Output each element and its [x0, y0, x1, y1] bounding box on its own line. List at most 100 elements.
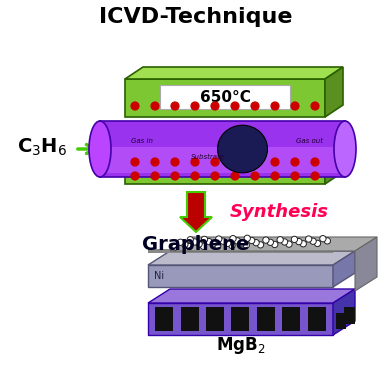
- Circle shape: [296, 238, 302, 245]
- Text: Gas in: Gas in: [131, 138, 153, 144]
- Circle shape: [320, 236, 326, 242]
- Polygon shape: [325, 142, 343, 184]
- Bar: [345, 307, 355, 324]
- Circle shape: [151, 172, 159, 180]
- Bar: [206, 307, 224, 331]
- Text: ICVD-Technique: ICVD-Technique: [99, 7, 293, 27]
- Circle shape: [211, 158, 219, 166]
- Circle shape: [310, 238, 316, 244]
- Circle shape: [211, 102, 219, 110]
- Circle shape: [244, 235, 250, 241]
- Circle shape: [291, 236, 298, 243]
- Text: Gas out: Gas out: [296, 138, 323, 144]
- Circle shape: [249, 237, 255, 244]
- Bar: [160, 85, 290, 109]
- Circle shape: [181, 241, 188, 248]
- Bar: [148, 249, 333, 253]
- Bar: [125, 79, 325, 117]
- Circle shape: [267, 239, 274, 245]
- Bar: [257, 307, 275, 331]
- FancyArrow shape: [180, 192, 212, 232]
- Circle shape: [253, 240, 259, 246]
- Circle shape: [192, 239, 198, 245]
- Circle shape: [258, 242, 264, 248]
- Circle shape: [225, 240, 231, 247]
- Circle shape: [172, 244, 178, 250]
- Circle shape: [300, 241, 307, 247]
- Ellipse shape: [89, 121, 111, 177]
- Text: 650°C: 650°C: [200, 91, 250, 106]
- Circle shape: [272, 241, 278, 248]
- Bar: [100, 147, 345, 173]
- Circle shape: [263, 237, 269, 243]
- Circle shape: [324, 238, 330, 244]
- Circle shape: [211, 172, 219, 180]
- Polygon shape: [148, 289, 355, 303]
- Circle shape: [231, 158, 239, 166]
- Polygon shape: [333, 251, 355, 287]
- Circle shape: [311, 158, 319, 166]
- Circle shape: [305, 236, 312, 242]
- Circle shape: [281, 239, 288, 245]
- Circle shape: [231, 102, 239, 110]
- Circle shape: [171, 158, 179, 166]
- Circle shape: [201, 236, 208, 243]
- Polygon shape: [355, 237, 377, 291]
- Circle shape: [251, 172, 259, 180]
- Circle shape: [177, 239, 183, 245]
- Circle shape: [171, 172, 179, 180]
- Circle shape: [229, 242, 235, 249]
- Circle shape: [206, 238, 212, 245]
- Bar: [125, 154, 325, 184]
- Circle shape: [191, 102, 199, 110]
- Circle shape: [210, 241, 216, 247]
- Polygon shape: [325, 67, 343, 117]
- Circle shape: [151, 102, 159, 110]
- Bar: [155, 307, 173, 331]
- Circle shape: [214, 243, 221, 249]
- Circle shape: [234, 238, 241, 244]
- Circle shape: [231, 172, 239, 180]
- Bar: [148, 265, 333, 287]
- Bar: [282, 307, 300, 331]
- Bar: [308, 307, 326, 331]
- Circle shape: [151, 158, 159, 166]
- Circle shape: [314, 240, 321, 247]
- Text: MgB$_2$: MgB$_2$: [216, 334, 265, 356]
- Circle shape: [131, 102, 139, 110]
- Circle shape: [171, 102, 179, 110]
- Circle shape: [271, 158, 279, 166]
- Circle shape: [200, 243, 207, 250]
- Ellipse shape: [334, 121, 356, 177]
- Circle shape: [187, 236, 193, 243]
- Circle shape: [291, 158, 299, 166]
- Circle shape: [230, 236, 236, 242]
- Circle shape: [251, 102, 259, 110]
- Polygon shape: [125, 67, 343, 79]
- Circle shape: [251, 158, 259, 166]
- Text: Synthesis: Synthesis: [230, 203, 329, 221]
- Text: Graphene: Graphene: [142, 236, 250, 255]
- Circle shape: [220, 238, 226, 244]
- Polygon shape: [148, 251, 355, 265]
- Polygon shape: [170, 237, 377, 251]
- Circle shape: [216, 236, 222, 242]
- Circle shape: [291, 102, 299, 110]
- Circle shape: [271, 172, 279, 180]
- Text: Ni: Ni: [154, 271, 164, 281]
- Circle shape: [196, 241, 202, 247]
- Circle shape: [311, 172, 319, 180]
- Circle shape: [271, 102, 279, 110]
- Bar: [100, 121, 345, 177]
- Bar: [232, 307, 249, 331]
- Circle shape: [291, 172, 299, 180]
- Text: Substrate: Substrate: [191, 154, 225, 160]
- Bar: [148, 303, 333, 335]
- Circle shape: [239, 240, 245, 246]
- Circle shape: [191, 158, 199, 166]
- Circle shape: [311, 102, 319, 110]
- Circle shape: [131, 158, 139, 166]
- Ellipse shape: [218, 125, 267, 173]
- Circle shape: [277, 236, 283, 243]
- Circle shape: [286, 241, 292, 247]
